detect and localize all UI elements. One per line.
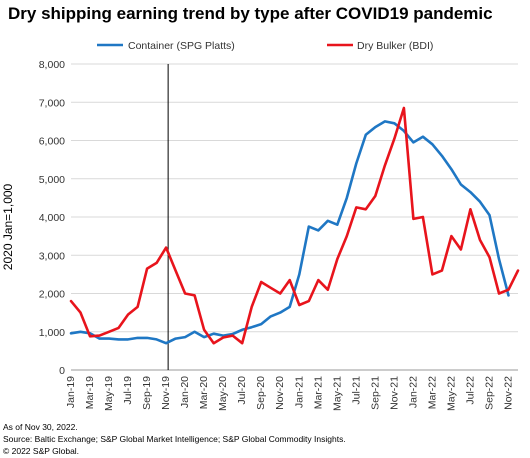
x-tick-label: Nov-22 <box>502 376 514 410</box>
x-tick-label: Jul-21 <box>350 376 362 405</box>
x-tick-label: Nov-19 <box>160 376 172 410</box>
x-tick-label: Sep-20 <box>255 376 267 410</box>
x-tick-label: May-19 <box>103 376 115 411</box>
y-tick-label: 1,000 <box>39 327 65 339</box>
x-tick-label: May-22 <box>445 376 457 411</box>
x-tick-label: Sep-21 <box>369 376 381 410</box>
footer: As of Nov 30, 2022. Source: Baltic Excha… <box>3 421 346 457</box>
y-tick-label: 5,000 <box>39 174 65 186</box>
y-tick-label: 7,000 <box>39 97 65 109</box>
x-tick-label: Nov-20 <box>274 376 286 410</box>
x-tick-label: Mar-20 <box>198 376 210 409</box>
x-tick-label: Sep-19 <box>141 376 153 410</box>
y-tick-label: 0 <box>59 365 65 377</box>
footer-copyright: © 2022 S&P Global. <box>3 446 80 456</box>
x-tick-label: Mar-22 <box>426 376 438 409</box>
y-axis-label: 2020 Jan=1,000 <box>1 183 15 270</box>
x-tick-label: Mar-19 <box>84 376 96 409</box>
chart-title: Dry shipping earning trend by type after… <box>8 4 493 23</box>
x-tick-label: May-20 <box>217 376 229 411</box>
x-tick-label: Jan-21 <box>293 376 305 408</box>
x-tick-label: Jul-19 <box>122 376 134 405</box>
y-tick-label: 6,000 <box>39 136 65 148</box>
container-series-line <box>69 120 510 345</box>
footer-source: Source: Baltic Exchange; S&P Global Mark… <box>3 434 346 444</box>
footer-date-note: As of Nov 30, 2022. <box>3 422 78 432</box>
x-tick-label: Sep-22 <box>483 376 495 410</box>
y-tick-label: 8,000 <box>39 59 65 71</box>
x-tick-label: Jul-20 <box>236 376 248 405</box>
y-tick-label: 4,000 <box>39 212 65 224</box>
line-chart: 0 1,000 2,000 3,000 4,000 5,000 6,000 7,000 8,00… <box>1 40 520 411</box>
x-tick-label: Jan-22 <box>407 376 419 408</box>
x-tick-label: Jul-22 <box>464 376 476 405</box>
x-tick-label: Jan-19 <box>65 376 77 408</box>
dry-bulker-series-line <box>69 106 520 345</box>
y-tick-label: 3,000 <box>39 250 65 262</box>
x-tick-label: May-21 <box>331 376 343 411</box>
y-tick-label: 2,000 <box>39 289 65 301</box>
x-tick-label: Mar-21 <box>312 376 324 409</box>
x-tick-label: Nov-21 <box>388 376 400 410</box>
legend-label-dry-bulker: Dry Bulker (BDI) <box>357 40 433 52</box>
x-tick-label: Jan-20 <box>179 376 191 408</box>
legend-label-container: Container (SPG Platts) <box>128 40 235 52</box>
